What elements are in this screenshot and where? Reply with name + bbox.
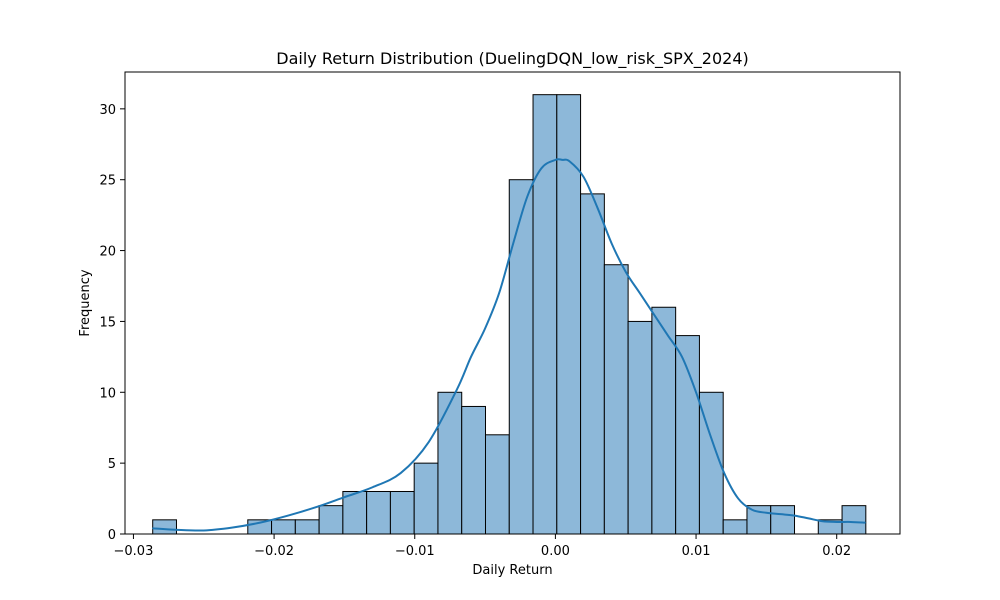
histogram-bar	[342, 490, 368, 535]
histogram-bar	[484, 434, 510, 535]
x-axis-ticks: −0.03 −0.02 −0.01 0.00 0.01 0.02	[114, 534, 851, 559]
histogram-bar	[675, 335, 700, 535]
x-tick-label: −0.03	[114, 544, 154, 559]
histogram-bar	[722, 519, 748, 535]
histogram-bar	[580, 193, 605, 535]
histogram-bar	[841, 505, 867, 535]
histogram-bar	[294, 519, 320, 535]
histogram-bar	[770, 505, 796, 535]
histogram-bar	[271, 519, 296, 535]
x-tick-label: 0.01	[682, 544, 711, 559]
histogram-bars	[152, 94, 867, 535]
histogram-bar	[627, 320, 653, 535]
plot-frame	[124, 71, 901, 535]
x-tick-label: −0.02	[254, 544, 294, 559]
y-tick-label: 20	[99, 245, 116, 260]
histogram-bar	[366, 490, 391, 535]
histogram-bar	[389, 490, 415, 535]
y-tick-label: 10	[99, 386, 116, 401]
y-axis-ticks: 0 5 10 15 20 25 30	[99, 103, 125, 543]
kde-curve	[152, 158, 866, 532]
histogram-bar	[152, 519, 177, 535]
y-tick-label: 30	[99, 103, 116, 118]
y-tick-label: 0	[108, 528, 116, 543]
histogram-bar	[461, 405, 486, 535]
y-tick-label: 5	[108, 457, 116, 472]
x-axis-label: Daily Return	[472, 563, 552, 578]
histogram-bar	[318, 505, 344, 535]
histogram-bar	[508, 179, 534, 535]
y-axis-label: Frequency	[78, 269, 93, 336]
x-tick-label: −0.01	[395, 544, 435, 559]
histogram-bar	[437, 391, 463, 535]
y-tick-label: 25	[99, 174, 116, 189]
chart-title: Daily Return Distribution (DuelingDQN_lo…	[276, 49, 748, 69]
histogram-bar	[603, 264, 629, 535]
y-tick-label: 15	[99, 315, 116, 330]
histogram-bar	[413, 462, 439, 535]
x-tick-label: 0.00	[541, 544, 570, 559]
x-tick-label: 0.02	[822, 544, 851, 559]
